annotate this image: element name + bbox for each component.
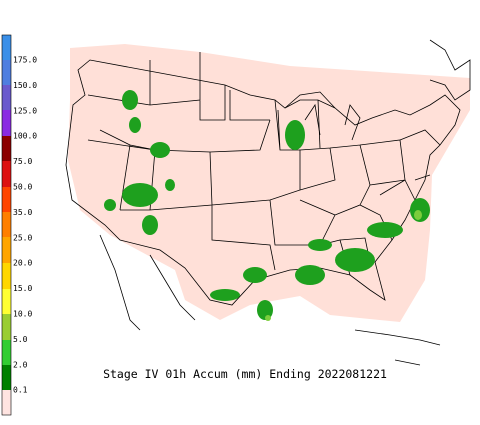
- legend-label: 20.0: [13, 259, 32, 268]
- legend-label: 10.0: [13, 310, 32, 319]
- legend-label: 150.0: [13, 81, 37, 90]
- legend-label: 2.0: [13, 360, 28, 369]
- legend-label: 75.0: [13, 157, 32, 166]
- legend-labels: 175.0 150.0 125.0 100.0 75.0 50.0 35.0 25.0 20.0…: [13, 56, 37, 395]
- legend-label: 35.0: [13, 208, 32, 217]
- legend-label: 175.0: [13, 56, 37, 65]
- legend-label: 25.0: [13, 233, 32, 242]
- legend-label: 15.0: [13, 284, 32, 293]
- legend-label: 100.0: [13, 132, 37, 141]
- legend-label: 50.0: [13, 183, 32, 192]
- legend-label: 125.0: [13, 106, 37, 115]
- legend-label: 0.1: [13, 386, 28, 395]
- color-bar: [1, 34, 12, 416]
- legend-label: 5.0: [13, 335, 28, 344]
- caption: Stage IV 01h Accum (mm) Ending 202208122…: [103, 367, 387, 381]
- precipitation: [104, 90, 430, 321]
